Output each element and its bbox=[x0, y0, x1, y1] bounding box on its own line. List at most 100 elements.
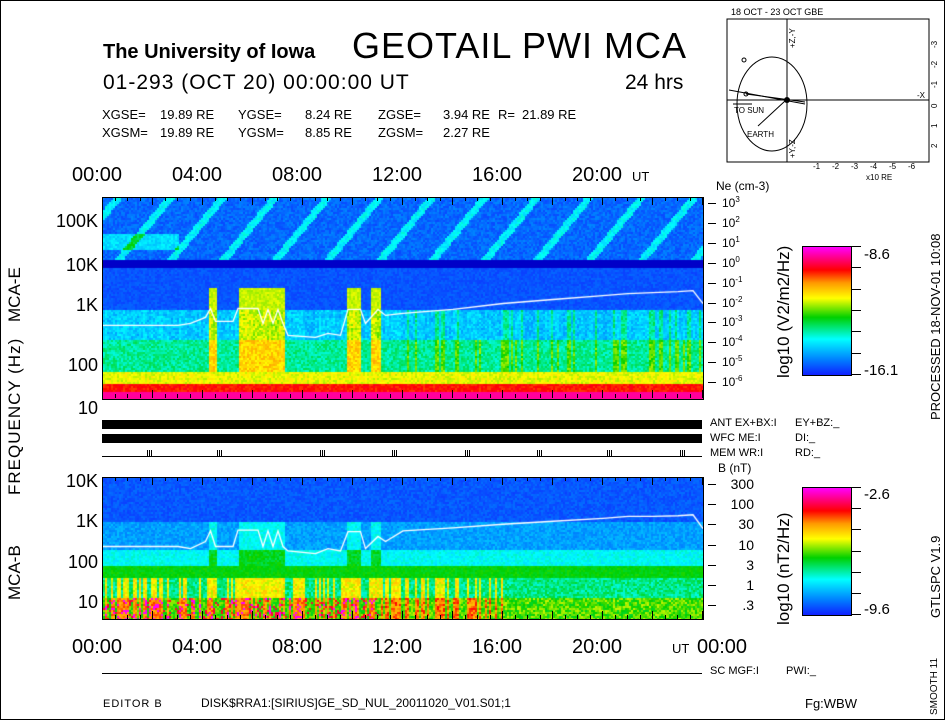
time-minor-tick bbox=[114, 477, 116, 481]
time-minor-tick bbox=[639, 394, 641, 398]
orbit-title: 18 OCT - 23 OCT GBE bbox=[731, 7, 824, 17]
time-minor-tick bbox=[689, 615, 691, 619]
time-minor-tick bbox=[414, 394, 416, 398]
time-minor-tick bbox=[102, 611, 103, 619]
time-tick-bottom: 04:00 bbox=[172, 636, 223, 658]
time-minor-tick bbox=[189, 197, 191, 201]
wfc-status-2: DI:_ bbox=[795, 432, 816, 444]
time-minor-tick bbox=[389, 615, 391, 619]
time-minor-tick bbox=[352, 477, 353, 485]
time-minor-tick bbox=[252, 197, 253, 205]
b-tick bbox=[708, 504, 716, 506]
time-minor-tick bbox=[327, 394, 328, 398]
b-tick bbox=[708, 524, 716, 526]
ne-tick-label: 10-6 bbox=[722, 374, 743, 390]
time-minor-tick bbox=[439, 197, 441, 201]
time-minor-tick bbox=[702, 390, 703, 398]
time-tick-bottom: 16:00 bbox=[472, 636, 523, 658]
time-minor-tick bbox=[202, 197, 203, 205]
time-minor-tick bbox=[139, 394, 141, 398]
time-minor-tick bbox=[264, 394, 266, 398]
sc-status-line bbox=[102, 673, 702, 674]
time-minor-tick bbox=[314, 615, 316, 619]
mem-tick bbox=[219, 450, 220, 456]
time-minor-tick bbox=[427, 615, 428, 619]
ne-tick-label: 10-1 bbox=[722, 274, 743, 290]
ne-tick bbox=[708, 203, 716, 204]
time-minor-tick bbox=[202, 477, 203, 485]
time-minor-tick bbox=[227, 197, 228, 201]
time-minor-tick bbox=[477, 615, 478, 619]
sc-status: SC MGF:I bbox=[710, 665, 759, 677]
time-minor-tick bbox=[227, 477, 228, 481]
colorbar-tick bbox=[851, 267, 861, 269]
time-minor-tick bbox=[264, 477, 266, 481]
ne-tick-label: 103 bbox=[722, 195, 740, 210]
coord-gse-value: XGSE= bbox=[102, 107, 146, 122]
mem-tick bbox=[607, 450, 608, 456]
time-minor-tick bbox=[564, 615, 566, 619]
time-minor-tick bbox=[364, 615, 366, 619]
freq-tick-e: 10K bbox=[65, 255, 98, 275]
time-minor-tick bbox=[564, 197, 566, 201]
time-minor-tick bbox=[464, 197, 466, 201]
ne-tick bbox=[708, 382, 716, 384]
b-tick bbox=[708, 544, 716, 546]
wfc-status-bar bbox=[102, 434, 702, 443]
b-tick bbox=[708, 484, 716, 485]
time-minor-tick bbox=[627, 197, 628, 201]
time-minor-tick bbox=[577, 197, 578, 201]
time-minor-tick bbox=[589, 394, 591, 398]
mem-tick bbox=[396, 450, 397, 456]
time-minor-tick bbox=[589, 477, 591, 481]
smooth-label: SMOOTH 11 bbox=[929, 657, 940, 715]
time-minor-tick bbox=[577, 477, 578, 481]
mem-tick bbox=[149, 450, 150, 456]
time-minor-tick bbox=[264, 197, 266, 201]
time-tick-top: 08:00 bbox=[272, 164, 323, 186]
time-tick-top: 04:00 bbox=[172, 164, 223, 186]
mem-status-line bbox=[102, 456, 702, 457]
mem-tick bbox=[221, 450, 222, 456]
time-minor-tick bbox=[402, 611, 403, 619]
time-tick-top: 16:00 bbox=[472, 164, 523, 186]
version-label: GTLSPC V1.9 bbox=[928, 535, 943, 618]
time-minor-tick bbox=[389, 197, 391, 201]
frequency-axis-label: FREQUENCY (Hz) bbox=[5, 337, 24, 495]
mem-tick bbox=[321, 450, 323, 456]
time-minor-tick bbox=[602, 477, 603, 485]
b-tick-label: 30 bbox=[738, 516, 754, 533]
coord-gsm-value: ZGSM= bbox=[378, 125, 424, 140]
time-minor-tick bbox=[527, 477, 528, 481]
colorbar-tick bbox=[851, 550, 861, 552]
time-minor-tick bbox=[539, 615, 541, 619]
ne-tick-label: 100 bbox=[722, 254, 740, 270]
coord-gsm-value: 2.27 RE bbox=[443, 125, 490, 140]
mem-tick bbox=[539, 450, 540, 456]
time-minor-tick bbox=[364, 197, 366, 201]
time-minor-tick bbox=[152, 611, 153, 619]
time-minor-tick bbox=[564, 394, 566, 398]
time-minor-tick bbox=[139, 477, 141, 481]
time-minor-tick bbox=[302, 390, 303, 398]
mem-tick bbox=[394, 450, 395, 456]
time-tick-top: 20:00 bbox=[572, 164, 623, 186]
colorbar-tick bbox=[851, 374, 861, 375]
b-tick bbox=[708, 564, 716, 566]
freq-tick-b: 10 bbox=[77, 592, 98, 612]
time-minor-tick bbox=[339, 615, 341, 619]
coord-gse-value: 8.24 RE bbox=[305, 107, 352, 122]
time-minor-tick bbox=[689, 394, 691, 398]
time-minor-tick bbox=[189, 477, 191, 481]
editor-label: EDITOR B bbox=[103, 698, 163, 710]
colorbar-tick bbox=[851, 352, 861, 354]
time-minor-tick bbox=[452, 390, 453, 398]
coord-gsm-value: XGSM= bbox=[102, 125, 148, 140]
ne-tick-label: 10-4 bbox=[722, 334, 743, 350]
time-minor-tick bbox=[177, 477, 178, 481]
ne-tick bbox=[708, 322, 716, 324]
time-minor-tick bbox=[702, 477, 703, 485]
b-tick-label: 10 bbox=[738, 536, 754, 553]
coord-gsm-value: 19.89 RE bbox=[160, 125, 215, 140]
b-tick bbox=[708, 605, 716, 607]
